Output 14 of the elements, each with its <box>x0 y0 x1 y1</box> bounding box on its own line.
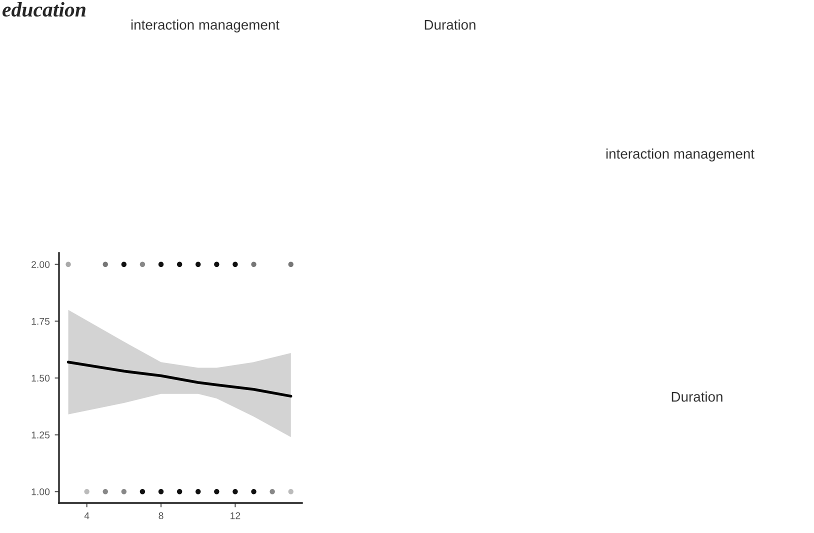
line-series <box>66 360 292 398</box>
text: interaction management <box>606 148 754 162</box>
y-tick-label: 1.50 <box>32 374 50 382</box>
x-tick-label: 8 <box>158 512 164 520</box>
x-tick-label: 12 <box>230 512 240 520</box>
x-tick-label: 4 <box>84 512 90 520</box>
text: Duration <box>424 20 476 30</box>
y-tick-label: 1.75 <box>32 318 50 325</box>
chart-title: education <box>2 2 86 17</box>
y-tick-label: 2.00 <box>32 261 50 268</box>
y-tick-label: 1.00 <box>32 488 50 496</box>
text: Duration <box>672 392 722 402</box>
text: interaction management <box>131 20 280 32</box>
y-tick-label: 1.25 <box>32 432 50 438</box>
